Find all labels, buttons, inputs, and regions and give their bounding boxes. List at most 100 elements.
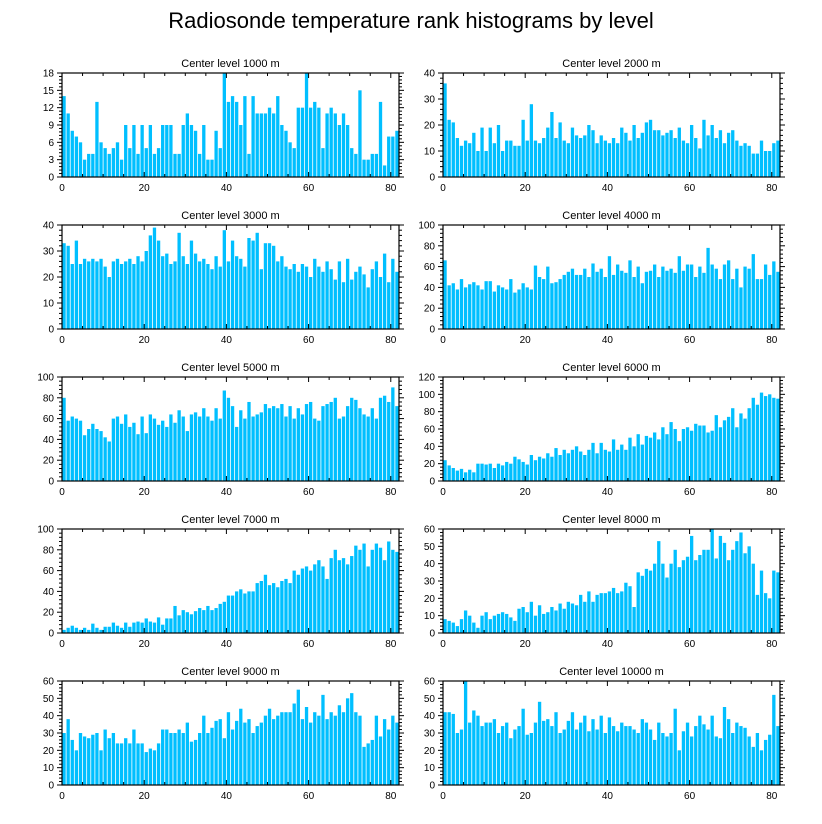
bar: [107, 277, 111, 329]
y-tick-label: 40: [43, 711, 55, 722]
bar: [115, 416, 120, 481]
bar: [714, 415, 718, 481]
bar: [644, 122, 649, 177]
y-tick-label: 20: [424, 121, 436, 132]
bar: [95, 429, 99, 481]
bar: [653, 563, 657, 633]
x-tick-label: 40: [221, 183, 233, 194]
bar: [267, 585, 272, 633]
bar: [288, 583, 292, 633]
bar: [230, 595, 235, 633]
bar: [165, 125, 169, 177]
bar: [333, 279, 337, 329]
x-tick-label: 60: [303, 183, 315, 194]
bar: [603, 593, 607, 633]
bar: [185, 722, 189, 785]
y-tick-label: 0: [429, 173, 435, 184]
bar: [222, 738, 226, 785]
bar: [169, 618, 173, 633]
bar: [517, 459, 521, 481]
x-tick-label: 60: [303, 335, 315, 346]
bar: [148, 414, 153, 481]
bar: [329, 401, 333, 481]
bar: [751, 153, 755, 177]
bar: [722, 542, 727, 633]
bar: [276, 715, 280, 785]
bar: [374, 418, 379, 481]
bar: [579, 274, 583, 329]
bar: [468, 722, 472, 785]
x-tick-label: 20: [139, 183, 151, 194]
bar: [95, 733, 99, 785]
bar: [391, 715, 395, 785]
bar: [488, 463, 492, 481]
bar: [611, 587, 616, 633]
bar: [673, 429, 677, 481]
bar: [62, 733, 66, 785]
bar: [657, 722, 661, 785]
bar: [570, 268, 575, 329]
bar: [772, 261, 776, 329]
bar: [350, 397, 354, 481]
bar: [243, 96, 247, 177]
bar: [579, 451, 583, 481]
bar: [451, 122, 455, 177]
bar: [374, 715, 379, 785]
bar: [185, 612, 189, 633]
bar: [747, 736, 751, 785]
bar: [74, 418, 79, 481]
bar: [91, 734, 95, 785]
bar: [542, 138, 546, 177]
bar: [308, 722, 313, 785]
bar: [341, 282, 346, 329]
bar: [161, 420, 165, 481]
bar: [587, 731, 591, 785]
bar: [459, 729, 464, 785]
bar: [329, 269, 333, 329]
panel-title: Center level 5000 m: [181, 362, 279, 374]
bar: [562, 729, 566, 785]
y-tick-label: 20: [43, 746, 55, 757]
x-tick-label: 60: [684, 335, 696, 346]
bar: [107, 153, 111, 177]
bar: [333, 113, 337, 177]
bar: [350, 556, 354, 633]
bar: [768, 734, 772, 785]
bar: [616, 449, 620, 481]
bar: [136, 256, 140, 329]
bar: [144, 251, 148, 329]
y-tick-label: 40: [43, 221, 55, 232]
bar: [653, 264, 657, 329]
bar: [677, 256, 681, 329]
bar: [222, 601, 226, 633]
y-tick-label: 60: [43, 414, 55, 425]
y-tick-label: 20: [43, 456, 55, 467]
bar: [513, 620, 517, 633]
bar: [62, 96, 66, 177]
bar: [735, 541, 739, 633]
x-tick-label: 20: [520, 183, 532, 194]
bar: [546, 453, 550, 481]
bar: [395, 551, 399, 633]
bar: [513, 292, 517, 329]
chart-panel-2: Center level 2000 m 0 20 40 60 80 0 10 20 30 40: [424, 58, 785, 194]
bar: [366, 416, 370, 481]
bar: [156, 617, 161, 633]
bar: [554, 448, 558, 481]
x-tick-label: 60: [684, 791, 696, 802]
x-tick-label: 60: [684, 487, 696, 498]
x-tick-label: 40: [221, 487, 233, 498]
bar: [350, 148, 354, 177]
bar: [152, 153, 157, 177]
bar: [735, 722, 739, 785]
bar: [583, 715, 587, 785]
bar: [370, 739, 374, 785]
bar: [173, 605, 177, 633]
bar: [382, 560, 387, 633]
bar: [759, 140, 764, 177]
chart-panel-7: Center level 7000 m 0 20 40 60 80 0 20 40 60 80 100: [37, 514, 404, 650]
bar: [689, 125, 694, 177]
bar: [370, 549, 374, 633]
bar: [337, 705, 342, 785]
bar: [714, 268, 718, 329]
